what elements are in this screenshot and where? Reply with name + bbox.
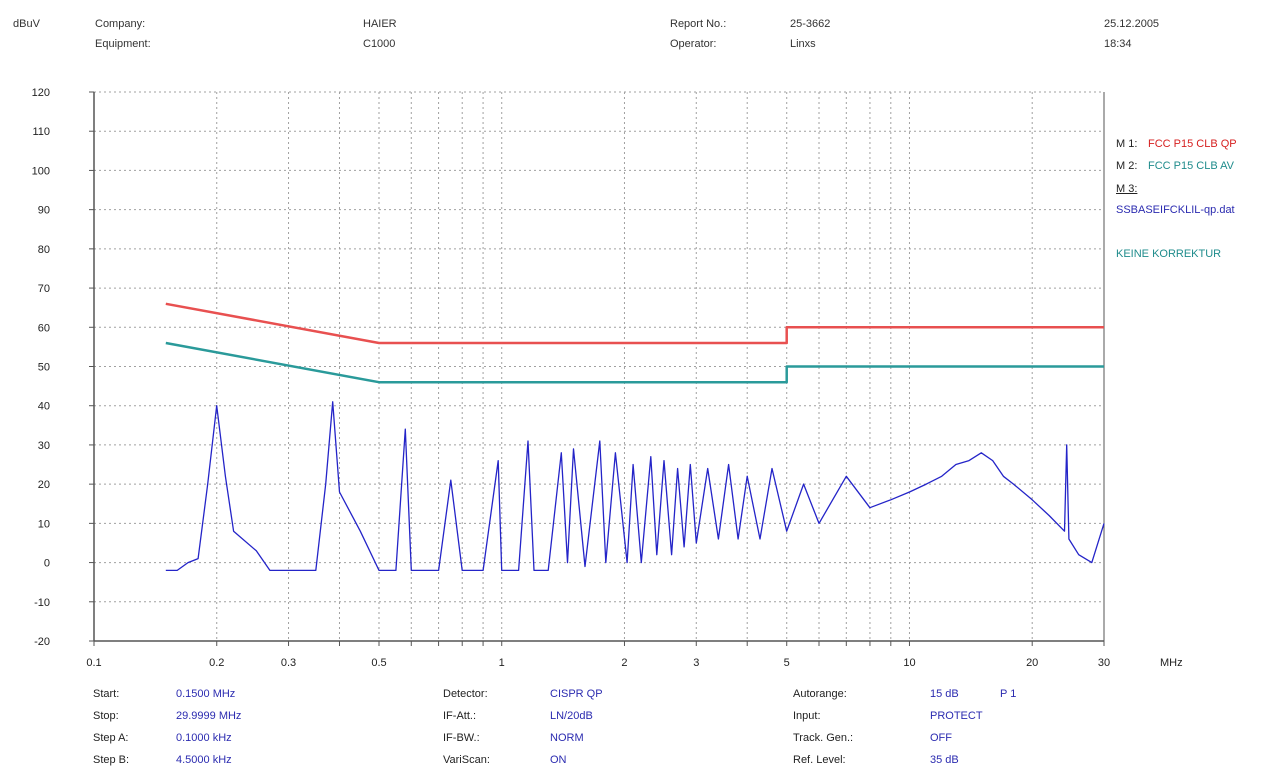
y-tick-label: 10 [38,518,50,530]
x-tick-label: 3 [693,657,699,669]
footer-col2-value-0: CISPR QP [550,688,603,700]
axes [89,91,1105,646]
legend-m1-value: FCC P15 CLB QP [1148,138,1237,150]
y-tick-label: 50 [38,362,50,374]
report-value: 25-3662 [790,18,831,30]
footer-col3-value-0: 15 dB [930,688,959,700]
y-tick-label: 60 [38,322,50,334]
legend-m3-label: M 3: [1116,183,1138,195]
limit-line-qp [165,302,1104,345]
x-tick-label: 0.3 [281,657,296,669]
y-tick-label: -10 [34,597,50,609]
footer-col3-label-1: Input: [793,710,821,722]
x-tick-label: 2 [621,657,627,669]
operator-value: Linxs [790,38,816,50]
equipment-value: C1000 [363,38,396,50]
x-tick-label: 0.2 [209,657,224,669]
limit-line-av [165,341,1104,384]
series-layer [165,302,1105,572]
y-tick-label: 20 [38,479,50,491]
footer-col3-value-3: 35 dB [930,754,959,766]
y-tick-label: 100 [32,165,50,177]
x-tick-label: 0.5 [371,657,386,669]
footer-col1-value-1: 29.9999 MHz [176,710,242,722]
footer-col2-label-0: Detector: [443,688,488,700]
footer-col2-value-3: ON [550,754,567,766]
equipment-label: Equipment: [95,38,151,50]
footer-col3-value-1: PROTECT [930,710,983,722]
footer-col1-value-2: 0.1000 kHz [176,732,232,744]
legend-m1-label: M 1: [1116,138,1138,150]
x-tick-label: 30 [1098,657,1110,669]
report-time: 18:34 [1104,38,1132,50]
x-axis-unit: MHz [1160,657,1183,669]
footer-col3-label-0: Autorange: [793,688,847,700]
legend-m3-value: SSBASEIFCKLIL-qp.dat [1116,204,1235,216]
y-tick-label: 120 [32,87,50,99]
footer-col1-label-0: Start: [93,688,120,700]
y-tick-label: 30 [38,440,50,452]
footer-col2-label-1: IF-Att.: [443,710,476,722]
footer-col2-label-3: VariScan: [443,754,490,766]
x-tick-label: 5 [784,657,790,669]
footer-col1-label-1: Stop: [93,710,119,722]
x-tick-label: 20 [1026,657,1038,669]
footer-col1-value-0: 0.1500 MHz [176,688,236,700]
x-tick-label: 10 [903,657,915,669]
y-tick-label: 70 [38,283,50,295]
y-tick-label: 90 [38,205,50,217]
emission-trace [165,401,1105,572]
x-tick-label: 0.1 [86,657,101,669]
legend-note: KEINE KORREKTUR [1116,248,1222,260]
footer-col3-value-2: OFF [930,732,952,744]
footer-col1-value-3: 4.5000 kHz [176,754,232,766]
footer-col3-label-2: Track. Gen.: [793,732,854,744]
y-tick-label: -20 [34,636,50,648]
footer-autorange-extra: P 1 [1000,688,1017,700]
footer-col2-value-2: NORM [550,732,584,744]
legend-m2-label: M 2: [1116,160,1138,172]
x-tick-label: 1 [499,657,505,669]
footer-col2-label-2: IF-BW.: [443,732,480,744]
y-tick-label: 40 [38,401,50,413]
footer-col1-label-3: Step B: [93,754,130,766]
y-tick-label: 110 [32,126,50,138]
footer-col3-label-3: Ref. Level: [793,754,846,766]
company-label: Company: [95,18,146,30]
footer-col1-label-2: Step A: [93,732,129,744]
report-date: 25.12.2005 [1104,18,1160,30]
y-tick-label: 80 [38,244,50,256]
report-label: Report No.: [670,18,727,30]
legend-m2-value: FCC P15 CLB AV [1148,160,1234,172]
footer-col2-value-1: LN/20dB [550,710,593,722]
y-unit-label: dBuV [13,18,40,30]
operator-label: Operator: [670,38,717,50]
company-value: HAIER [363,18,397,30]
y-tick-label: 0 [44,558,50,570]
